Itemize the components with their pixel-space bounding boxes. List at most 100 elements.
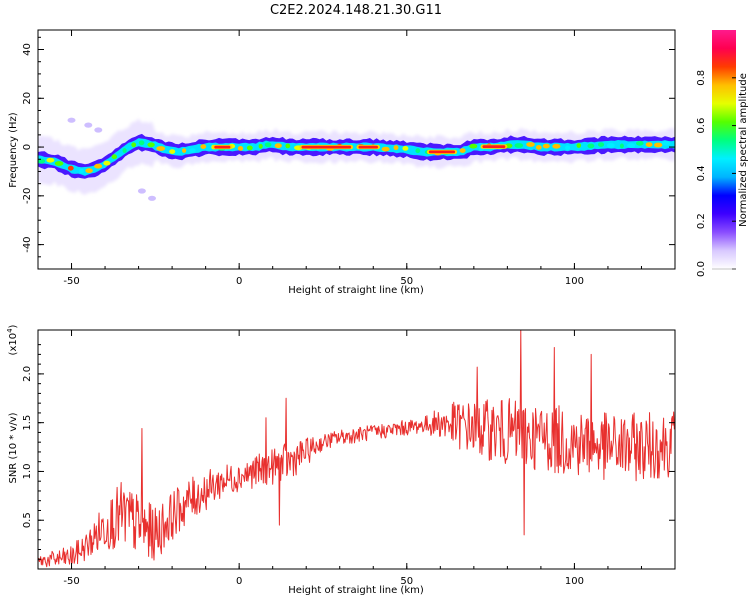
snr-y-tick-label: 2.0	[22, 366, 33, 382]
spectrogram-blob	[131, 142, 137, 148]
snr-panel: -50 0 50 100 0.5 1.0 1.5 2.0 Height of straight…	[6, 324, 676, 596]
spectrogram-blob	[469, 143, 478, 149]
spectrogram-blob	[258, 143, 263, 149]
snr-x-tick-label: 0	[236, 576, 242, 587]
snr-data	[38, 330, 675, 568]
spectrogram-blob	[587, 143, 595, 149]
spectrogram-panel: -50 0 50 100 -40 -20 0 20 40 Height of straight …	[8, 29, 676, 296]
snr-line	[38, 330, 675, 568]
snr-frame	[37, 329, 676, 570]
spectrogram-blob	[393, 145, 399, 151]
spectrogram-blob	[459, 148, 466, 154]
spectrogram-strong-core	[482, 145, 506, 148]
snr-y-tick-label: 0.5	[22, 512, 33, 528]
colorbar: 0.0 0.2 0.4 0.6 0.8 Normalized spectral ampl…	[696, 30, 749, 277]
spectrogram-strong-core	[214, 145, 231, 149]
spectrogram-y-tick-label: -40	[22, 236, 33, 252]
spectrogram-blob	[79, 168, 84, 174]
colorbar-gradient	[712, 30, 736, 269]
spectrogram-data	[38, 117, 675, 201]
spectrogram-strong-core	[428, 150, 456, 154]
spectrogram-outlier	[84, 122, 93, 128]
spectrogram-blob	[189, 148, 196, 154]
colorbar-tick-label: 0.2	[696, 213, 707, 229]
colorbar-tick-label: 0.0	[696, 261, 707, 277]
spectrogram-blob	[169, 149, 176, 155]
snr-multiplier-base: (x10	[8, 333, 19, 356]
snr-multiplier-close: )	[8, 324, 19, 328]
spectrogram-blob	[381, 146, 390, 152]
spectrogram-blob	[54, 161, 64, 166]
spectrogram-x-label: Height of straight line (km)	[288, 285, 424, 296]
spectrogram-blob	[565, 145, 571, 151]
spectrogram-blob	[111, 154, 118, 160]
spectrogram-blob	[619, 143, 624, 149]
spectrogram-strong-core	[358, 145, 378, 149]
spectrogram-blob	[147, 142, 155, 148]
chart-title: C2E2.2024.148.21.30.G11	[270, 3, 442, 18]
spectrogram-blob	[576, 143, 582, 148]
spectrogram-outlier	[67, 117, 76, 123]
spectrogram-blob	[661, 140, 671, 146]
spectrogram-blob	[246, 145, 253, 151]
snr-x-label: Height of straight line (km)	[288, 585, 424, 596]
snr-multiplier-exp: 4	[6, 328, 14, 333]
spectrogram-blob	[156, 146, 166, 151]
spectrogram-x-tick-label: -50	[63, 276, 79, 287]
spectrogram-blob	[636, 140, 644, 146]
spectrogram-outlier	[94, 127, 103, 133]
snr-y-tick-label: 1.5	[22, 415, 33, 431]
spectrogram-blob	[138, 140, 145, 146]
spectrogram-core	[38, 138, 675, 176]
spectrogram-halo	[38, 118, 675, 195]
spectrogram-blob	[67, 165, 74, 171]
spectrogram-blob	[285, 143, 291, 149]
spectrogram-blob	[627, 143, 636, 149]
colorbar-tick-label: 0.4	[696, 165, 707, 181]
snr-x-tick-label: 100	[565, 576, 584, 587]
snr-y-tick-label: 1.0	[22, 463, 33, 479]
colorbar-tick-label: 0.6	[696, 118, 707, 134]
spectrogram-blob	[38, 158, 46, 164]
snr-x-tick-label: 50	[400, 576, 413, 587]
spectrogram-blob	[654, 142, 663, 148]
spectrogram-blob	[237, 146, 244, 151]
spectrogram-y-tick-label: 0	[22, 144, 33, 150]
spectrogram-blob	[526, 142, 535, 147]
spectrogram-y-tick-label: 40	[22, 43, 33, 56]
spectrogram-blob	[645, 142, 653, 148]
spectrogram-outlier	[137, 188, 146, 194]
spectrogram-blob	[94, 163, 103, 169]
spectrogram-blob	[402, 146, 409, 151]
spectrogram-y-tick-label: -20	[22, 188, 33, 204]
spectrogram-ticks: -50 0 50 100 -40 -20 0 20 40	[22, 30, 676, 287]
spectrogram-blob	[103, 160, 111, 166]
spectrogram-blob	[606, 143, 615, 148]
spectrogram-x-tick-label: 50	[400, 276, 413, 287]
colorbar-ticks: 0.0 0.2 0.4 0.6 0.8	[696, 70, 736, 277]
spectrogram-blob	[122, 148, 127, 153]
colorbar-tick-label: 0.8	[696, 70, 707, 86]
spectrogram-blob	[200, 144, 207, 150]
snr-y-label: SNR (10 * v/v)	[8, 412, 19, 483]
snr-multiplier: (x104)	[6, 324, 19, 355]
spectrogram-blob	[542, 143, 550, 149]
spectrogram-blob	[415, 148, 421, 154]
spectrogram-blob	[535, 145, 542, 150]
spectrogram-blob	[264, 142, 272, 148]
spectrogram-frame	[37, 29, 676, 270]
spectrogram-outlier	[148, 195, 156, 201]
snr-ticks: -50 0 50 100 0.5 1.0 1.5 2.0	[22, 330, 676, 587]
spectrogram-blob	[182, 148, 187, 154]
snr-x-tick-label: -50	[63, 576, 79, 587]
spectrogram-y-tick-label: 20	[22, 92, 33, 105]
spectrogram-blob	[514, 143, 524, 148]
spectrogram-blob	[552, 143, 561, 149]
spectrogram-x-tick-label: 100	[565, 276, 584, 287]
spectrogram-strong-core	[301, 145, 352, 149]
spectrogram-blob	[85, 168, 93, 174]
spectrogram-blob	[597, 142, 605, 148]
spectrogram-y-label: Frequency (Hz)	[8, 112, 19, 188]
